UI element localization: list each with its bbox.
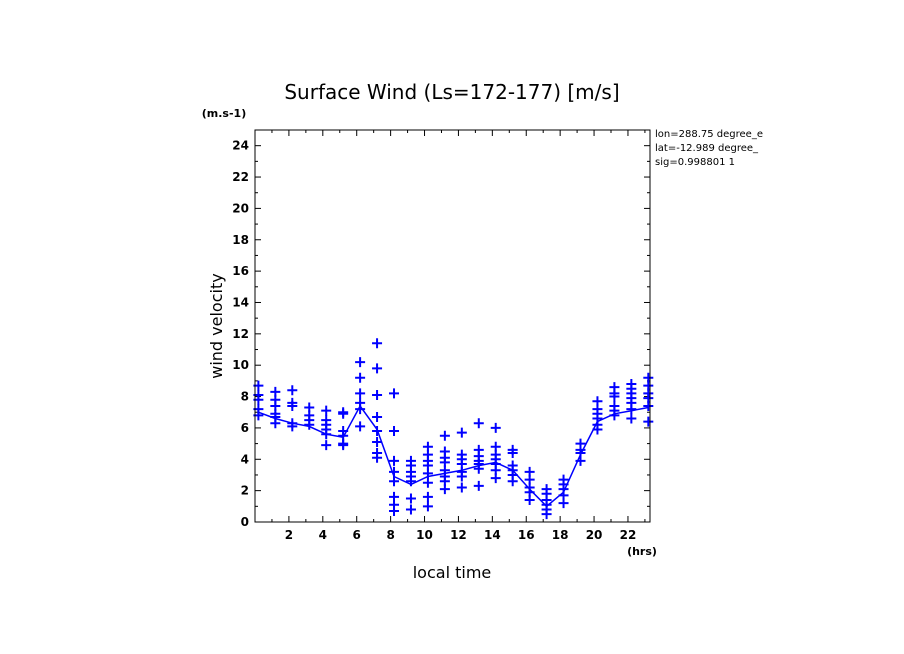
wind-sample-marker: [626, 404, 637, 415]
x-axis-label: local time: [413, 563, 492, 582]
y-tick-label: 12: [232, 327, 249, 341]
wind-sample-marker: [287, 400, 298, 411]
wind-sample-marker: [507, 476, 518, 487]
x-tick-label: 10: [416, 528, 433, 542]
wind-sample-marker: [355, 372, 366, 383]
wind-sample-marker: [507, 448, 518, 459]
wind-sample-marker: [473, 480, 484, 491]
wind-sample-marker: [389, 455, 400, 466]
wind-sample-marker: [304, 419, 315, 430]
wind-sample-marker: [372, 426, 383, 437]
wind-sample-marker: [439, 430, 450, 441]
y-tick-label: 24: [232, 139, 249, 153]
wind-sample-marker: [389, 388, 400, 399]
wind-sample-marker: [422, 501, 433, 512]
y-tick-label: 6: [241, 421, 249, 435]
wind-sample-marker: [287, 421, 298, 432]
wind-sample-marker: [609, 410, 620, 421]
wind-sample-marker: [389, 476, 400, 487]
wind-sample-marker: [422, 468, 433, 479]
info-sig: sig=0.998801 1: [655, 157, 735, 168]
wind-sample-marker: [405, 476, 416, 487]
plot-frame: [254, 129, 651, 523]
y-tick-label: 2: [241, 484, 249, 498]
wind-sample-marker: [355, 404, 366, 415]
wind-sample-marker: [643, 416, 654, 427]
x-tick-label: 18: [552, 528, 569, 542]
wind-sample-marker: [473, 418, 484, 429]
wind-sample-marker: [389, 506, 400, 517]
wind-sample-marker: [270, 418, 281, 429]
wind-sample-marker: [524, 495, 535, 506]
wind-sample-marker: [456, 471, 467, 482]
wind-sample-marker: [405, 493, 416, 504]
wind-sample-marker: [321, 429, 332, 440]
x-tick-label: 20: [586, 528, 603, 542]
wind-sample-marker: [355, 388, 366, 399]
y-tick-label: 4: [241, 452, 249, 466]
y-tick-label: 20: [232, 201, 249, 215]
x-unit-label: (hrs): [627, 545, 657, 558]
wind-sample-marker: [473, 463, 484, 474]
wind-sample-marker: [389, 426, 400, 437]
wind-sample-marker: [321, 405, 332, 416]
wind-sample-marker: [592, 424, 603, 435]
y-axis-label: wind velocity: [207, 273, 226, 378]
info-lat: lat=-12.989 degree_: [655, 143, 759, 154]
wind-sample-marker: [626, 413, 637, 424]
wind-sample-marker: [372, 411, 383, 422]
wind-sample-marker: [355, 357, 366, 368]
wind-sample-marker: [490, 473, 501, 484]
wind-sample-marker: [422, 477, 433, 488]
y-unit-label: (m.s-1): [202, 107, 246, 120]
y-tick-label: 16: [232, 264, 249, 278]
info-clip-mask: [780, 125, 904, 175]
wind-sample-marker: [287, 385, 298, 396]
wind-sample-marker: [338, 408, 349, 419]
mean-wind-line: [258, 404, 649, 508]
wind-sample-marker: [321, 440, 332, 451]
x-tick-label: 2: [285, 528, 293, 542]
wind-sample-marker: [372, 338, 383, 349]
y-tick-label: 14: [232, 295, 249, 309]
x-tick-label: 8: [386, 528, 394, 542]
y-tick-label: 0: [241, 515, 249, 529]
wind-sample-marker: [643, 400, 654, 411]
x-tick-label: 4: [319, 528, 327, 542]
y-tick-label: 10: [232, 358, 249, 372]
x-tick-label: 12: [450, 528, 467, 542]
x-tick-label: 6: [353, 528, 361, 542]
wind-sample-marker: [456, 427, 467, 438]
wind-sample-marker: [609, 391, 620, 402]
wind-sample-marker: [389, 466, 400, 477]
x-tick-label: 16: [518, 528, 535, 542]
x-tick-label: 14: [484, 528, 501, 542]
y-tick-label: 22: [232, 170, 249, 184]
wind-sample-marker: [372, 437, 383, 448]
wind-sample-marker: [490, 422, 501, 433]
wind-sample-marker: [558, 498, 569, 509]
wind-sample-marker: [372, 363, 383, 374]
wind-sample-marker: [422, 491, 433, 502]
wind-sample-marker: [575, 455, 586, 466]
info-lon: lon=288.75 degree_e: [655, 129, 763, 140]
chart-title: Surface Wind (Ls=172-177) [m/s]: [284, 80, 619, 104]
wind-sample-marker: [439, 484, 450, 495]
wind-sample-marker: [372, 452, 383, 463]
wind-sample-marker: [541, 509, 552, 520]
wind-sample-marker: [405, 504, 416, 515]
x-tick-label: 22: [620, 528, 637, 542]
wind-sample-marker: [456, 482, 467, 493]
wind-sample-marker: [338, 440, 349, 451]
y-tick-label: 18: [232, 233, 249, 247]
y-tick-label: 8: [241, 390, 249, 404]
wind-sample-marker: [372, 389, 383, 400]
wind-sample-marker: [355, 421, 366, 432]
